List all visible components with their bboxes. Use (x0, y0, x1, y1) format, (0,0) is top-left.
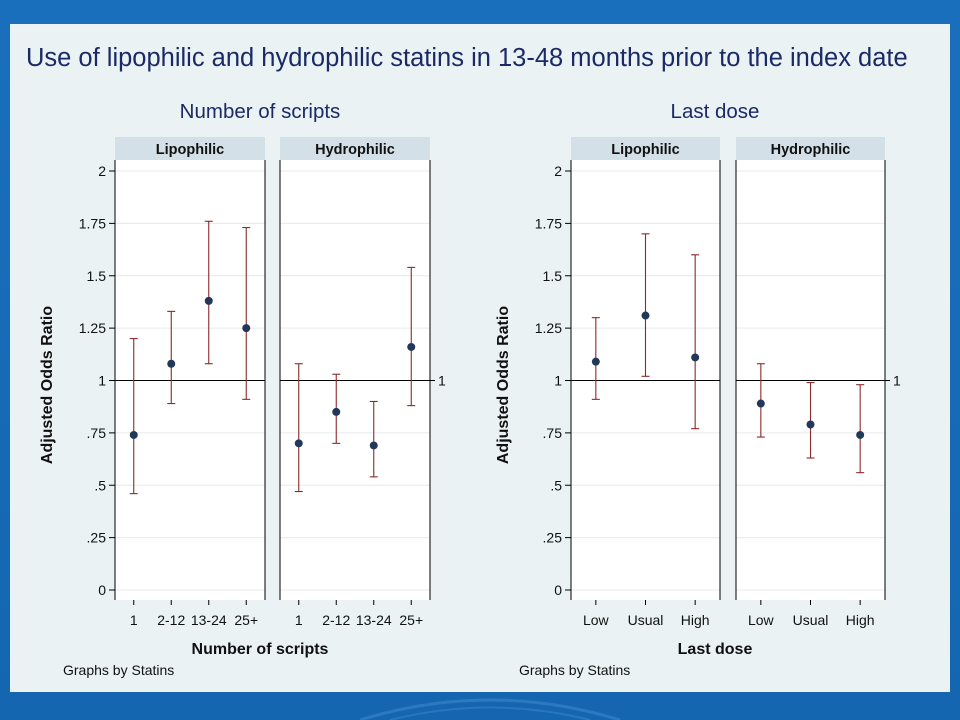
slide-title: Use of lipophilic and hydrophilic statin… (26, 44, 908, 72)
y-tick-label: 2 (554, 163, 562, 179)
panel-header (280, 137, 430, 160)
y-tick-label: .75 (87, 425, 107, 441)
data-point (641, 311, 650, 320)
y-tick-label: .75 (543, 425, 563, 441)
x-tick-label: High (681, 612, 710, 628)
y-tick-label: 1.5 (543, 268, 563, 284)
x-tick-label: High (846, 612, 875, 628)
data-point (756, 399, 765, 408)
x-tick-label: Low (583, 612, 610, 628)
data-point (167, 359, 176, 368)
y-tick-label: 0 (98, 582, 106, 598)
y-tick-label: 1.5 (87, 268, 107, 284)
x-tick-label: 13-24 (191, 612, 227, 628)
chart-title: Number of scripts (180, 100, 341, 123)
y-tick-label: .5 (94, 477, 106, 493)
decorative-swirl (359, 698, 621, 720)
y-tick-label: 1 (98, 373, 106, 389)
x-tick-label: 2-12 (322, 612, 350, 628)
panel-lipophilic: Lipophilic Low Usual High (570, 137, 721, 628)
y-axis-label: Adjusted Odds Ratio (39, 306, 56, 464)
chart-title: Last dose (671, 100, 760, 123)
x-tick-label: 2-12 (157, 612, 185, 628)
panel-header-label: Hydrophilic (315, 142, 395, 158)
data-point (691, 353, 700, 362)
panel-header (115, 137, 265, 160)
x-tick-label: 1 (295, 612, 303, 628)
data-point (242, 324, 251, 333)
graph-note: Graphs by Statins (519, 662, 630, 678)
y-axis-label: Adjusted Odds Ratio (495, 306, 512, 464)
panel-header-label: Lipophilic (611, 142, 679, 158)
data-point (129, 430, 138, 439)
data-point (369, 441, 378, 450)
x-tick-label: 1 (130, 612, 138, 628)
data-point (856, 430, 865, 439)
panel-hydrophilic: Hydrophilic Low Usual High (735, 137, 886, 628)
panel-header (571, 137, 720, 160)
panel-header-label: Hydrophilic (771, 142, 851, 158)
x-tick-label: 25+ (234, 612, 258, 628)
y-tick-label: 1 (554, 373, 562, 389)
y-tick-label: .5 (550, 477, 562, 493)
panel-header (736, 137, 885, 160)
y-tick-label: 1.25 (535, 320, 562, 336)
y-tick-label: 0 (554, 582, 562, 598)
x-tick-label: 13-24 (356, 612, 392, 628)
y-tick-label: 1.75 (535, 215, 562, 231)
data-point (332, 407, 341, 416)
data-point (204, 296, 213, 305)
x-tick-label: Low (748, 612, 775, 628)
data-point (407, 342, 416, 351)
data-point (591, 357, 600, 366)
data-point (294, 439, 303, 448)
reference-label: 1 (893, 373, 901, 389)
graph-note: Graphs by Statins (63, 662, 174, 678)
y-tick-label: 2 (98, 163, 106, 179)
y-tick-label: 1.25 (79, 320, 106, 336)
x-tick-label: 25+ (399, 612, 423, 628)
x-axis-label: Number of scripts (192, 641, 329, 658)
panel-hydrophilic: Hydrophilic 1 2-12 13-24 25+ (279, 137, 431, 628)
panel-lipophilic: Lipophilic 1 2-12 13-24 25+ (114, 137, 266, 628)
x-axis-label: Last dose (678, 641, 753, 658)
y-tick-label: 1.75 (79, 215, 106, 231)
reference-label: 1 (438, 373, 446, 389)
panel-header-label: Lipophilic (156, 142, 224, 158)
y-tick-label: .25 (87, 530, 107, 546)
chart-number-of-scripts: Number of scripts Lipophilic 1 2-12 13-24 25+… (39, 100, 446, 678)
x-tick-label: Usual (628, 612, 664, 628)
x-tick-label: Usual (793, 612, 829, 628)
data-point (806, 420, 815, 429)
y-tick-label: .25 (543, 530, 563, 546)
